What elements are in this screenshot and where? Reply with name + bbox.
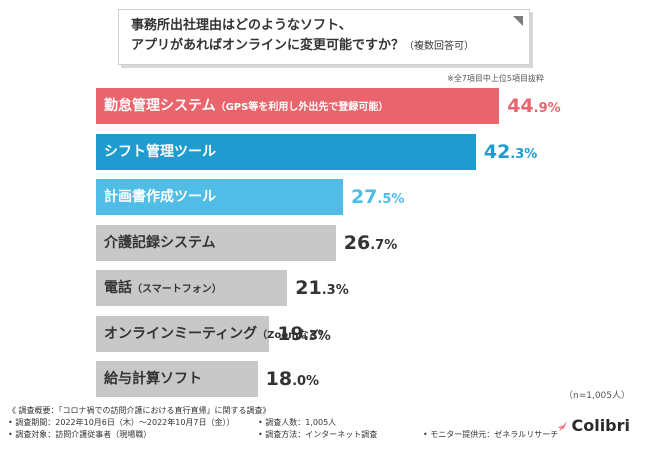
bar-2 <box>96 133 476 170</box>
bar-value-dec-2: .3% <box>510 146 538 162</box>
survey-respondents: • 調査人数：1,005人 <box>258 418 337 427</box>
bar-value-5: 21.3% <box>295 270 348 306</box>
bar-label-sub-1: （GPS等を利用し外出先で登録可能） <box>215 102 389 113</box>
sample-size-label: （n=1,005人） <box>563 391 630 401</box>
chart-title-line2: アプリがあればオンラインに変更可能ですか？（複数回答可） <box>131 36 519 57</box>
chart-note: ※全7項目中上位5項目抜粋 <box>447 74 544 83</box>
bar-label-main-2: シフト管理ツール <box>104 143 216 160</box>
bar-label-4: 介護記録システム <box>104 225 216 261</box>
bar-value-1: 44.9% <box>507 88 560 124</box>
bar-value-4: 26.7% <box>344 225 397 261</box>
survey-method: • 調査方法：インターネット調査 <box>258 430 378 439</box>
bar-label-6: オンラインミーティング（Zoomなど） <box>104 316 329 352</box>
bar-value-dec-1: .9% <box>533 101 561 116</box>
bar-label-7: 給与計算ソフト <box>104 361 202 397</box>
chart-title-multiple-answers: （複数回答可） <box>404 41 475 52</box>
bar-label-sub-6: （Zoomなど） <box>257 329 329 341</box>
chart-title-line2-main: アプリがあればオンラインに変更可能ですか？ <box>131 38 405 53</box>
bar-label-main-6: オンラインミーティング <box>104 325 258 342</box>
bar-label-1: 勤怠管理システム（GPS等を利用し外出先で登録可能） <box>104 88 388 124</box>
bar-value-2: 42.3% <box>484 134 537 170</box>
bar-value-int-4: 26 <box>343 231 371 254</box>
bar-value-int-5: 21 <box>295 277 322 299</box>
bar-value-dec-7: .0% <box>292 374 320 389</box>
survey-provider: • モニター提供元：ゼネラルリサーチ <box>423 430 559 439</box>
bar-6 <box>96 315 270 352</box>
bar-label-2: シフト管理ツール <box>104 134 216 170</box>
survey-footer: 《 調査概要：「コロナ禍での訪問介護における直行直帰」に関する調査》 • 調査期… <box>8 405 558 441</box>
bar-label-main-4: 介護記録システム <box>104 234 216 251</box>
bar-label-main-7: 給与計算ソフト <box>104 371 202 387</box>
bar-1 <box>96 88 500 124</box>
survey-row-2: • 調査対象：訪問介護従事者（現場職） • 調査方法：インターネット調査 • モ… <box>8 429 558 441</box>
chart-title-line1: 事務所出社理由はどのようなソフト、 <box>131 18 352 33</box>
bar-value-dec-4: .7% <box>370 237 398 253</box>
survey-row-1: • 調査期間：2022年10月6日（木）〜2022年10月7日（金）） • 調査… <box>8 417 336 429</box>
bar-label-3: 計画書作成ツール <box>104 179 216 215</box>
bar-value-dec-5: .3% <box>321 283 349 298</box>
bar-value-dec-6: .3% <box>303 328 331 344</box>
bar-label-main-1: 勤怠管理システム <box>104 98 216 114</box>
bar-value-6: 19.3% <box>277 316 330 352</box>
chart-title-box: 事務所出社理由はどのようなソフト、 アプリがあればオンラインに変更可能ですか？（… <box>118 9 530 65</box>
bar-label-5: 電話（スマートフォン） <box>104 270 222 306</box>
survey-period: • 調査期間：2022年10月6日（木）〜2022年10月7日（金）） <box>8 418 235 427</box>
bar-value-int-2: 42 <box>483 140 511 163</box>
survey-summary: 《 調査概要：「コロナ禍での訪問介護における直行直帰」に関する調査》 <box>8 406 271 415</box>
bar-label-main-5: 電話 <box>104 280 132 296</box>
bar-label-main-3: 計画書作成ツール <box>104 189 216 205</box>
bar-3 <box>96 179 343 215</box>
bar-value-int-7: 18 <box>265 368 293 390</box>
survey-target: • 調査対象：訪問介護従事者（現場職） <box>8 430 152 439</box>
colibri-logo: Colibri <box>557 416 630 435</box>
bar-value-3: 27.5% <box>351 179 404 215</box>
bar-label-sub-5: （スマートフォン） <box>132 284 222 295</box>
title-corner-fold <box>513 16 523 26</box>
colibri-bird-icon <box>558 420 568 431</box>
bar-7 <box>96 361 258 397</box>
bar-value-int-1: 44 <box>507 95 534 117</box>
bar-value-7: 18.0% <box>266 361 319 397</box>
colibri-logo-text: Colibri <box>571 416 630 435</box>
bar-value-int-6: 19 <box>277 322 304 345</box>
bar-5 <box>96 270 288 306</box>
bar-value-int-3: 27 <box>350 186 378 208</box>
bar-value-dec-3: .5% <box>377 192 405 207</box>
bar-4 <box>96 224 336 261</box>
